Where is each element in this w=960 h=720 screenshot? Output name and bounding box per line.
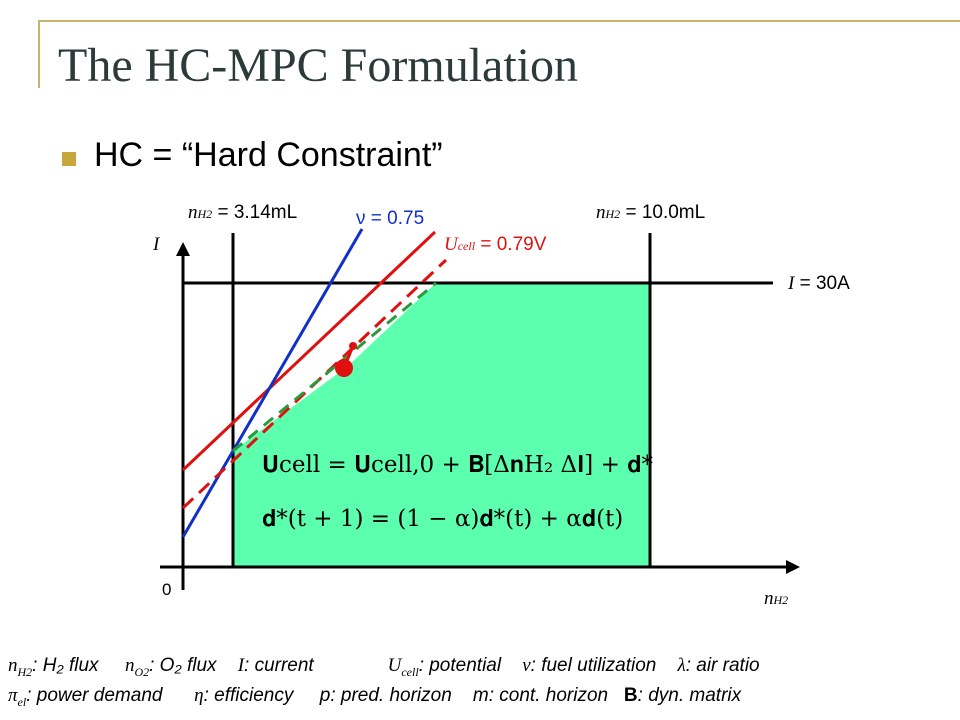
nh2-high-label: nH2 = 10.0mL — [596, 202, 706, 223]
ucell-line — [181, 230, 437, 472]
legend-item-o2-flux: nO2: O₂ flux — [124, 655, 217, 679]
next-point-marker — [349, 342, 357, 350]
origin-label: 0 — [162, 580, 172, 599]
equation-ucell: 𝐔cell = 𝐔cell,0 + 𝐁[Δ𝐧H₂ Δ𝐈] + 𝐝* — [262, 452, 653, 478]
slide-title: The HC-MPC Formulation — [58, 39, 579, 92]
feasible-region — [233, 283, 650, 567]
nh2-low-label: nH2 = 3.14mL — [188, 202, 298, 223]
x-axis-label: nH2 — [764, 588, 789, 609]
operating-point-marker — [335, 359, 353, 377]
legend-item-current: I: current — [237, 655, 314, 676]
x-axis-arrow — [786, 560, 800, 574]
nu-label: ν = 0.75 — [356, 208, 425, 229]
legend-item-h2-flux: nH2: H₂ flux — [8, 655, 99, 679]
bullet-marker — [62, 152, 76, 166]
legend-item-air-ratio: λ: air ratio — [677, 655, 760, 676]
nu-line — [181, 228, 364, 538]
legend-row-2: πel: power demand η: efficiency p: pred.… — [8, 685, 741, 710]
legend-item-efficiency: η: efficiency — [194, 685, 294, 706]
frame-top-line — [38, 20, 960, 22]
current-label: I = 30A — [788, 273, 850, 294]
equation-disturbance: 𝐝*(t + 1) = (1 − α)𝐝*(t) + α𝐝(t) — [262, 506, 624, 532]
legend-item-pred-horizon: p: pred. horizon — [319, 685, 452, 706]
frame-left-line — [38, 20, 40, 88]
legend-row-1: nH2: H₂ flux nO2: O₂ flux I: current Uce… — [8, 655, 760, 680]
y-axis-arrow — [176, 242, 190, 256]
y-axis-label: I — [153, 234, 160, 255]
region-dashed-edge — [232, 281, 437, 453]
legend-item-potential: Ucell: potential — [387, 655, 502, 679]
ucell-label: Ucell = 0.79V — [444, 234, 547, 255]
legend-item-power-demand: πel: power demand — [8, 685, 163, 709]
legend-item-dyn-matrix: B: dyn. matrix — [623, 685, 742, 706]
bullet-text: HC = “Hard Constraint” — [94, 136, 443, 174]
legend-item-fuel-utilization: ν: fuel utilization — [522, 655, 657, 676]
legend-item-cont-horizon: m: cont. horizon — [472, 685, 609, 706]
